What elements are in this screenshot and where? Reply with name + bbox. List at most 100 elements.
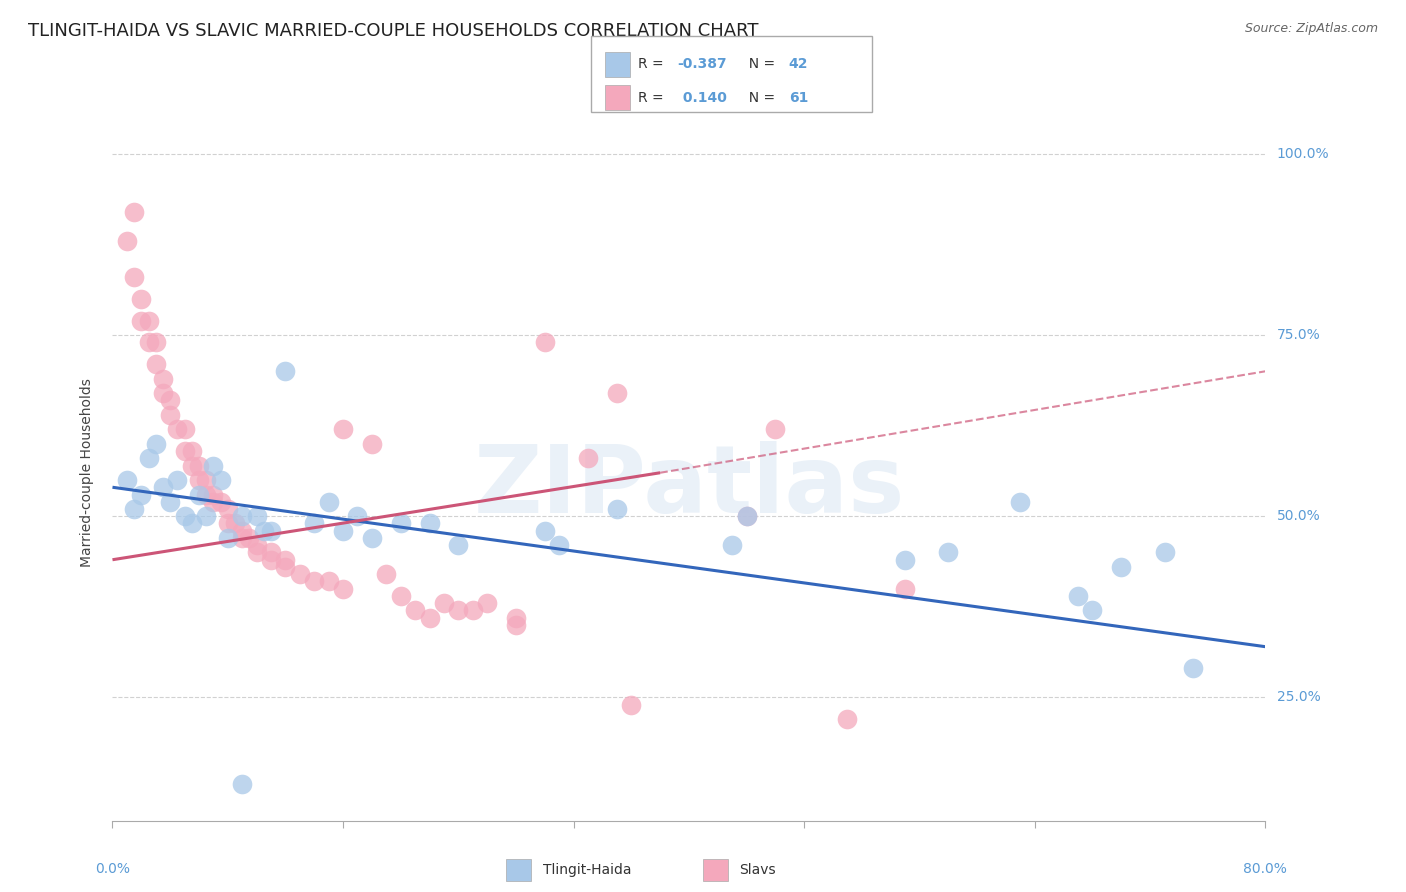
Point bbox=[152, 371, 174, 385]
Point bbox=[231, 777, 253, 791]
Point bbox=[274, 364, 297, 378]
Point bbox=[138, 335, 160, 350]
Point bbox=[129, 313, 153, 327]
Point bbox=[332, 524, 354, 538]
Point bbox=[145, 335, 167, 350]
Point bbox=[360, 437, 382, 451]
Point bbox=[224, 516, 246, 531]
Point bbox=[159, 494, 181, 508]
Point bbox=[837, 712, 859, 726]
Point bbox=[231, 531, 253, 545]
Point bbox=[419, 611, 441, 625]
Text: -0.387: -0.387 bbox=[678, 57, 727, 71]
Text: Slavs: Slavs bbox=[740, 863, 776, 877]
Point bbox=[245, 545, 267, 559]
Point bbox=[115, 234, 138, 248]
Point bbox=[202, 487, 225, 501]
Point bbox=[260, 524, 283, 538]
Point bbox=[152, 480, 174, 494]
Point bbox=[505, 618, 527, 632]
Point bbox=[145, 357, 167, 371]
Text: Source: ZipAtlas.com: Source: ZipAtlas.com bbox=[1244, 22, 1378, 36]
Text: 25.0%: 25.0% bbox=[1277, 690, 1320, 705]
Y-axis label: Married-couple Households: Married-couple Households bbox=[80, 378, 94, 567]
Point bbox=[180, 458, 202, 473]
Point bbox=[122, 270, 145, 285]
Text: 50.0%: 50.0% bbox=[1277, 509, 1320, 524]
Point bbox=[231, 509, 253, 524]
Point bbox=[304, 516, 326, 531]
Point bbox=[180, 444, 202, 458]
Point bbox=[936, 545, 959, 559]
Point bbox=[129, 487, 153, 501]
Point bbox=[1081, 603, 1104, 617]
Point bbox=[202, 458, 225, 473]
Point bbox=[209, 473, 232, 487]
Point bbox=[195, 487, 218, 501]
Point bbox=[433, 596, 456, 610]
Point bbox=[461, 603, 484, 617]
Point bbox=[721, 538, 744, 552]
Point bbox=[173, 422, 195, 436]
Text: 0.0%: 0.0% bbox=[96, 863, 129, 876]
Point bbox=[548, 538, 571, 552]
Text: ZIPatlas: ZIPatlas bbox=[474, 441, 904, 533]
Point bbox=[173, 509, 195, 524]
Point bbox=[209, 494, 232, 508]
Point bbox=[346, 509, 368, 524]
Point bbox=[166, 422, 188, 436]
Point bbox=[188, 487, 211, 501]
Point bbox=[332, 582, 354, 596]
Point bbox=[765, 422, 787, 436]
Point bbox=[318, 494, 340, 508]
Point bbox=[202, 494, 225, 508]
Point bbox=[260, 552, 283, 567]
Point bbox=[217, 516, 239, 531]
Point bbox=[217, 531, 239, 545]
Point bbox=[894, 582, 917, 596]
Point bbox=[274, 552, 297, 567]
Point bbox=[1111, 560, 1133, 574]
Point bbox=[1010, 494, 1032, 508]
Point bbox=[231, 524, 253, 538]
Text: 61: 61 bbox=[789, 91, 808, 105]
Point bbox=[195, 509, 218, 524]
Point bbox=[505, 611, 527, 625]
Point bbox=[576, 451, 599, 466]
Point bbox=[1153, 545, 1175, 559]
Point bbox=[238, 531, 260, 545]
Point bbox=[245, 509, 267, 524]
Point bbox=[1182, 661, 1205, 675]
Point bbox=[166, 473, 188, 487]
Point bbox=[115, 473, 138, 487]
Point bbox=[188, 458, 211, 473]
Point bbox=[145, 437, 167, 451]
Point bbox=[606, 386, 628, 401]
Point bbox=[159, 393, 181, 408]
Point bbox=[735, 509, 758, 524]
Point bbox=[533, 335, 555, 350]
Point bbox=[138, 313, 160, 327]
Point bbox=[122, 502, 145, 516]
Point bbox=[217, 502, 239, 516]
Point bbox=[735, 509, 758, 524]
Point bbox=[389, 516, 412, 531]
Point bbox=[180, 516, 202, 531]
Point bbox=[620, 698, 643, 712]
Text: 0.140: 0.140 bbox=[678, 91, 727, 105]
Point bbox=[274, 560, 297, 574]
Point bbox=[894, 552, 917, 567]
Text: Tlingit-Haida: Tlingit-Haida bbox=[543, 863, 631, 877]
Point bbox=[375, 567, 398, 582]
Point bbox=[288, 567, 311, 582]
Text: 75.0%: 75.0% bbox=[1277, 328, 1320, 342]
Point bbox=[260, 545, 283, 559]
Point bbox=[606, 502, 628, 516]
Point bbox=[129, 292, 153, 306]
Point bbox=[318, 574, 340, 589]
Point bbox=[188, 473, 211, 487]
Point bbox=[245, 538, 267, 552]
Text: N =: N = bbox=[740, 91, 779, 105]
Text: 100.0%: 100.0% bbox=[1277, 147, 1329, 161]
Point bbox=[159, 408, 181, 422]
